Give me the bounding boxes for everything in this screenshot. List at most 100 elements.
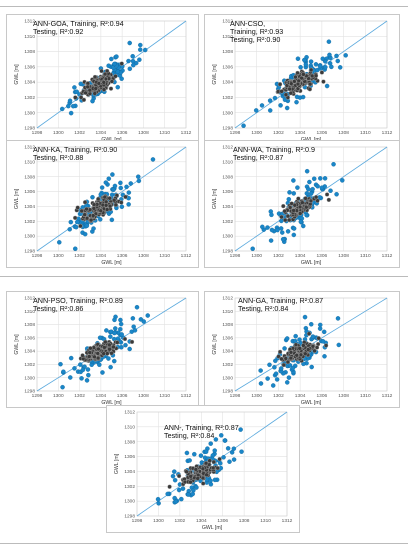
testing-point: [283, 92, 289, 97]
testing-point: [95, 355, 101, 361]
testing-point: [291, 208, 296, 213]
testing-point: [108, 86, 114, 91]
training-point: [258, 368, 263, 373]
training-point: [97, 335, 103, 341]
training-point: [291, 191, 296, 196]
x-tick-label: 1310: [159, 253, 170, 259]
training-point: [335, 316, 341, 321]
chart-panel-ann-cso: 1298 1300 1302 1304 1306 1308 1310 1312 1298 1300…: [204, 14, 400, 145]
y-tick-label: 1298: [24, 389, 35, 395]
training-point: [150, 157, 156, 162]
training-point: [294, 99, 299, 105]
training-point: [75, 219, 80, 225]
x-axis-label: GWL [m]: [101, 260, 122, 266]
annotation-line: Testing, R²:0.84: [238, 304, 289, 314]
x-axis-label: GWL [m]: [301, 400, 322, 406]
testing-point: [93, 86, 98, 91]
x-tick-label: 1306: [317, 130, 328, 136]
testing-point: [277, 82, 283, 87]
testing-point: [288, 350, 294, 355]
training-point: [295, 185, 300, 190]
chart-annotation: ANN-WA, Training, R²:0.9 Testing, R²:0.87: [233, 145, 315, 162]
training-point: [213, 437, 219, 442]
training-point: [327, 52, 332, 58]
testing-point: [326, 197, 332, 203]
testing-point: [113, 74, 118, 79]
training-point: [172, 477, 178, 483]
training-point: [320, 56, 326, 61]
testing-point: [184, 469, 189, 474]
x-tick-label: 1310: [159, 393, 170, 399]
training-point: [208, 441, 213, 446]
testing-point: [289, 81, 294, 86]
training-point: [304, 168, 310, 174]
testing-point: [303, 196, 308, 201]
training-point: [66, 103, 71, 109]
training-point: [68, 355, 74, 361]
y-tick-label: 1302: [24, 95, 35, 101]
y-tick-label: 1312: [222, 296, 233, 302]
testing-point: [296, 196, 301, 201]
training-point: [124, 184, 129, 190]
training-point: [82, 231, 88, 237]
training-point: [112, 61, 117, 67]
testing-point: [217, 456, 222, 462]
testing-point: [111, 198, 117, 203]
training-point: [273, 371, 279, 376]
testing-point: [307, 87, 313, 92]
testing-point: [312, 348, 317, 354]
training-point: [106, 176, 112, 181]
training-point: [329, 64, 334, 70]
training-point: [106, 63, 111, 68]
training-point: [297, 337, 302, 342]
training-point: [72, 366, 77, 371]
x-tick-label: 1304: [295, 130, 306, 136]
training-point: [74, 89, 80, 95]
training-point: [334, 192, 339, 197]
training-point: [118, 326, 123, 332]
training-point: [119, 204, 125, 209]
plot-frame: [36, 297, 187, 392]
training-point: [238, 427, 243, 432]
training-point: [134, 304, 140, 310]
x-tick-label: 1304: [96, 253, 107, 259]
testing-point: [91, 213, 96, 218]
testing-point: [201, 481, 206, 486]
training-point: [280, 237, 286, 242]
testing-point: [297, 346, 302, 351]
x-tick-label: 1302: [74, 393, 85, 399]
training-point: [219, 433, 224, 438]
training-point: [241, 123, 246, 128]
training-point: [172, 469, 177, 474]
training-point: [310, 334, 316, 339]
annotation-line: ANN-GOA, Training, R²:0.94: [33, 19, 124, 28]
training-point: [304, 212, 309, 218]
training-point: [336, 342, 342, 348]
testing-point: [103, 339, 108, 345]
testing-point: [98, 208, 103, 213]
training-point: [279, 218, 284, 224]
training-point: [112, 317, 117, 323]
testing-point: [285, 359, 291, 365]
training-point: [278, 226, 284, 231]
training-point: [298, 219, 304, 225]
y-tick-label: 1306: [222, 189, 233, 195]
x-tick-label: 1304: [196, 518, 207, 524]
training-point: [286, 375, 292, 380]
testing-point: [306, 331, 312, 336]
training-point: [318, 176, 323, 181]
training-point: [274, 377, 280, 382]
training-point: [250, 246, 255, 252]
x-tick-label: 1308: [338, 393, 349, 399]
chart-panel-ann-ka: 1298 1300 1302 1304 1306 1308 1310 1312 1298 1300…: [6, 140, 199, 268]
training-point: [73, 224, 79, 230]
y-tick-label: 1306: [24, 64, 35, 70]
y-tick-label: 1312: [24, 19, 35, 25]
training-point: [136, 178, 142, 184]
testing-point: [129, 339, 135, 345]
training-point: [115, 69, 121, 74]
testing-point: [297, 204, 303, 210]
training-point: [130, 54, 135, 59]
training-point: [109, 56, 114, 62]
testing-point: [104, 207, 110, 212]
